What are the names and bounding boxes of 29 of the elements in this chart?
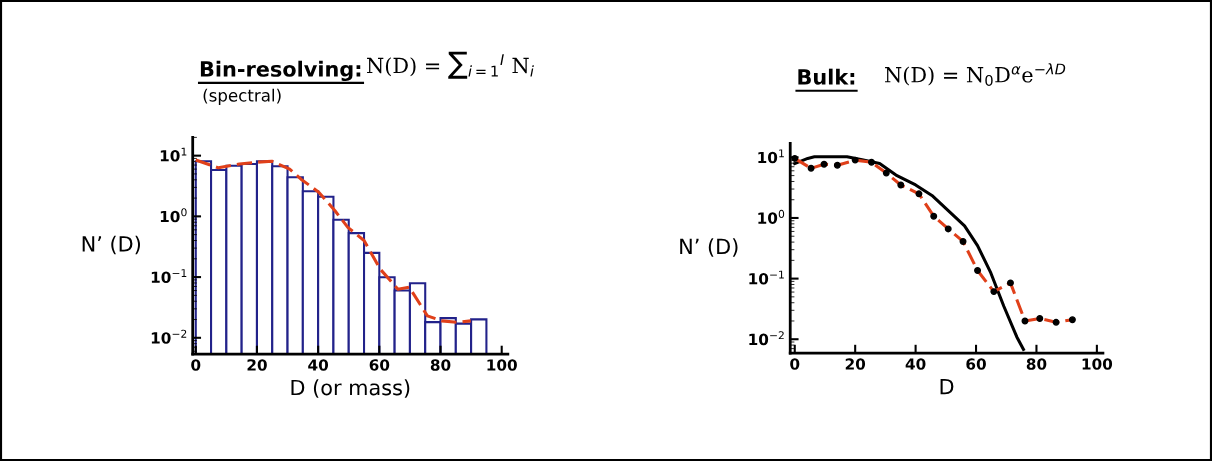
x-tick-label: 100 [487,359,517,371]
chart-title: Bin-resolving: [200,60,361,82]
y-tick-label: 10$^{1}$ [160,147,187,162]
chart-subtitle: (spectral) [203,88,281,105]
y-tick-label: 10$^{−1}$ [749,270,784,285]
y-tick-label: 10$^{−2}$ [749,331,784,346]
x-tick-label: 100 [1082,358,1113,370]
y-tick-label: 10$^{0}$ [758,209,785,224]
x-tick-label: 60 [966,358,986,370]
y-axis-title: N’ (D) [680,238,738,257]
x-tick-label: 40 [905,358,926,370]
y-tick-label: 10$^{−2}$ [151,329,187,344]
x-tick-label: 20 [845,358,866,370]
y-tick-label: 10$^{1}$ [758,149,784,164]
y-axis-title: N’ (D) [82,235,140,255]
text: N(D) = N$_{0}$D$^{α}$e$^{−λD}$ [885,63,1066,86]
x-tick-label: 40 [308,359,329,371]
x-axis-title: D [940,378,954,395]
x-tick-label: 80 [430,359,451,371]
x-tick-label: 20 [247,359,267,371]
chart-title: Bulk: [798,68,855,85]
x-tick-label: 0 [191,359,201,371]
x-tick-label: 60 [369,359,390,371]
y-tick-label: 10$^{−1}$ [151,269,187,283]
x-tick-label: 80 [1026,358,1047,370]
text: N(D) = ∑$_{i=1}$$^{I}$ N$_{i}$ [367,51,534,79]
x-axis-title: D (or mass) [291,379,410,398]
y-tick-label: 10$^{0}$ [160,208,187,223]
x-tick-label: 0 [790,358,800,370]
